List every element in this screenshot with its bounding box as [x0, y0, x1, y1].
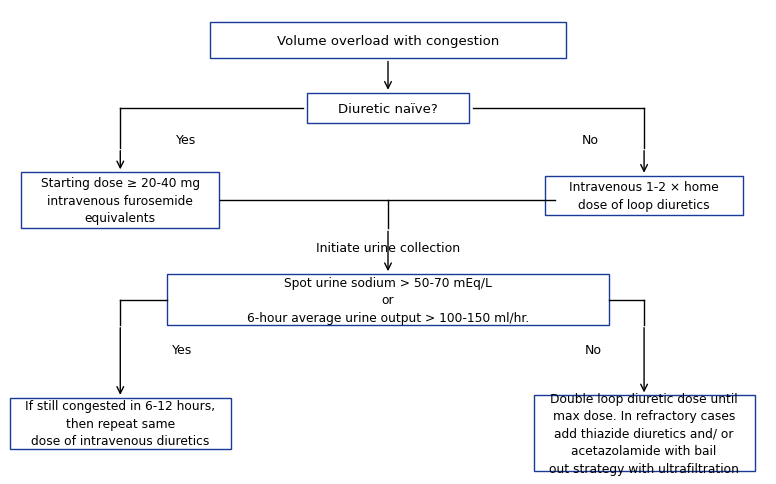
Text: No: No: [585, 343, 602, 356]
Text: Diuretic naïve?: Diuretic naïve?: [338, 103, 438, 115]
Text: Spot urine sodium > 50-70 mEq/L
or
6-hour average urine output > 100-150 ml/hr.: Spot urine sodium > 50-70 mEq/L or 6-hou…: [247, 276, 529, 324]
Text: Volume overload with congestion: Volume overload with congestion: [277, 35, 499, 47]
FancyBboxPatch shape: [21, 173, 219, 229]
FancyBboxPatch shape: [534, 396, 754, 470]
FancyBboxPatch shape: [545, 176, 743, 216]
Text: No: No: [581, 134, 598, 147]
Text: If still congested in 6-12 hours,
then repeat same
dose of intravenous diuretics: If still congested in 6-12 hours, then r…: [25, 400, 216, 447]
Text: Yes: Yes: [172, 343, 192, 356]
Text: Intravenous 1-2 × home
dose of loop diuretics: Intravenous 1-2 × home dose of loop diur…: [570, 181, 719, 211]
FancyBboxPatch shape: [167, 275, 609, 326]
FancyBboxPatch shape: [307, 94, 469, 124]
Text: Initiate urine collection: Initiate urine collection: [316, 242, 460, 255]
Text: Yes: Yes: [176, 134, 196, 147]
FancyBboxPatch shape: [210, 23, 566, 60]
Text: Double loop diuretic dose until
max dose. In refractory cases
add thiazide diure: Double loop diuretic dose until max dose…: [549, 392, 739, 475]
FancyBboxPatch shape: [10, 398, 231, 449]
Text: Starting dose ≥ 20-40 mg
intravenous furosemide
equivalents: Starting dose ≥ 20-40 mg intravenous fur…: [40, 177, 200, 225]
